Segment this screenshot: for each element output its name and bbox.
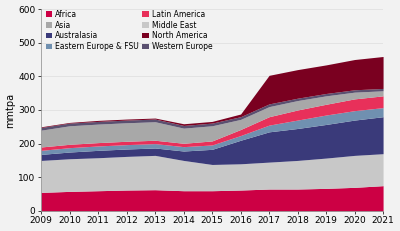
Y-axis label: mmtpa: mmtpa — [6, 92, 16, 128]
Legend: Africa, Asia, Australasia, Eastern Europe & FSU, Latin America, Middle East, Nor: Africa, Asia, Australasia, Eastern Europ… — [45, 9, 213, 52]
